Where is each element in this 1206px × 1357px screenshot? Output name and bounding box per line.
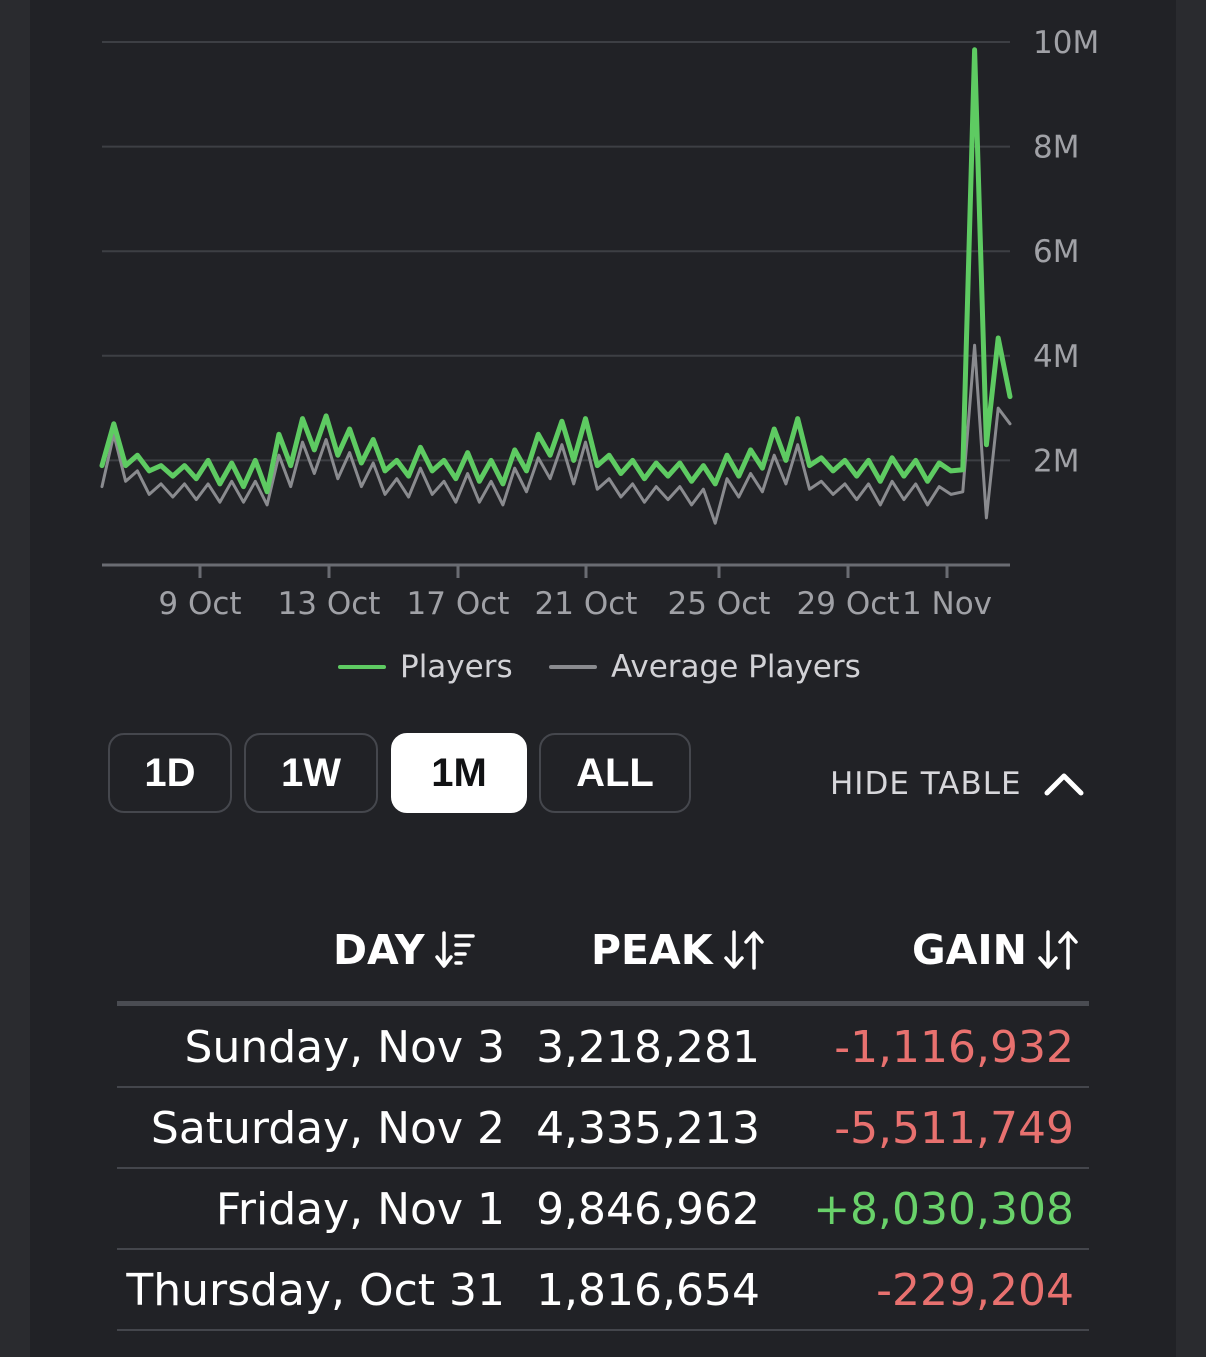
sort-toggle-icon <box>723 930 764 970</box>
row-gain: -5,511,749 <box>834 1103 1074 1154</box>
y-tick-label: 8M <box>1033 130 1079 166</box>
legend-item-average-players[interactable]: Average Players <box>549 642 861 692</box>
x-tick-label: 1 Nov <box>902 586 992 622</box>
sort-descending-icon <box>434 931 475 968</box>
column-header-day[interactable]: DAY <box>333 918 475 982</box>
x-tick-label: 17 Oct <box>407 586 510 622</box>
legend-swatch-average-players <box>549 665 597 669</box>
row-peak: 4,335,213 <box>536 1103 760 1154</box>
column-header-day-label: DAY <box>333 926 425 974</box>
sort-toggle-icon <box>1038 930 1078 970</box>
hide-table-label: HIDE TABLE <box>830 766 1022 802</box>
column-header-gain[interactable]: GAIN <box>912 918 1079 982</box>
y-tick-label: 2M <box>1033 443 1079 479</box>
x-tick-label: 9 Oct <box>158 586 241 622</box>
column-header-gain-label: GAIN <box>912 926 1027 974</box>
row-divider <box>117 1329 1089 1331</box>
chart-legend: Players Average Players <box>30 642 1176 692</box>
hide-table-toggle[interactable]: HIDE TABLE <box>830 756 1084 812</box>
player-stats-panel: 2M 4M 6M 8M 10M 9 Oct 13 Oct 17 Oct 21 Oct 25 Oct… <box>30 0 1176 1357</box>
table-header-divider <box>117 1001 1089 1006</box>
player-count-chart: 2M 4M 6M 8M 10M 9 Oct 13 Oct 17 Oct 21 Oct 25 Oct… <box>99 25 1099 622</box>
row-day: Thursday, Oct 31 <box>126 1265 505 1316</box>
row-peak: 9,846,962 <box>536 1184 760 1235</box>
row-gain: -229,204 <box>876 1265 1074 1316</box>
row-day: Saturday, Nov 2 <box>150 1103 505 1154</box>
row-divider <box>117 1086 1089 1088</box>
x-tick-label: 21 Oct <box>535 586 638 622</box>
row-gain: +8,030,308 <box>813 1184 1074 1235</box>
players-series-line <box>99 47 1013 495</box>
table-row[interactable]: Sunday, Nov 3 3,218,281 -1,116,932 <box>117 1008 1089 1088</box>
range-button-1d[interactable]: 1D <box>108 733 232 813</box>
range-button-1w[interactable]: 1W <box>244 733 378 813</box>
row-gain: -1,116,932 <box>834 1022 1074 1073</box>
legend-label-average-players: Average Players <box>611 649 861 685</box>
range-button-all[interactable]: ALL <box>539 733 691 813</box>
column-header-peak-label: PEAK <box>591 926 713 974</box>
legend-label-players: Players <box>400 649 513 685</box>
x-tick-label: 13 Oct <box>278 586 381 622</box>
legend-swatch-players <box>338 665 386 669</box>
row-day: Sunday, Nov 3 <box>184 1022 505 1073</box>
y-tick-label: 6M <box>1033 234 1079 270</box>
legend-item-players[interactable]: Players <box>338 642 513 692</box>
chevron-up-icon <box>1044 773 1084 796</box>
y-tick-label: 10M <box>1033 25 1099 61</box>
row-peak: 1,816,654 <box>536 1265 760 1316</box>
table-row[interactable]: Friday, Nov 1 9,846,962 +8,030,308 <box>117 1170 1089 1250</box>
row-divider <box>117 1248 1089 1250</box>
table-row[interactable]: Thursday, Oct 31 1,816,654 -229,204 <box>117 1251 1089 1331</box>
column-header-peak[interactable]: PEAK <box>591 918 765 982</box>
table-row[interactable]: Saturday, Nov 2 4,335,213 -5,511,749 <box>117 1089 1089 1169</box>
x-tick-label: 29 Oct <box>797 586 900 622</box>
range-button-1m[interactable]: 1M <box>391 733 527 813</box>
y-tick-label: 4M <box>1033 339 1079 375</box>
row-peak: 3,218,281 <box>536 1022 760 1073</box>
row-divider <box>117 1167 1089 1169</box>
row-day: Friday, Nov 1 <box>215 1184 505 1235</box>
average-players-series-line <box>100 343 1012 525</box>
x-tick-label: 25 Oct <box>668 586 771 622</box>
